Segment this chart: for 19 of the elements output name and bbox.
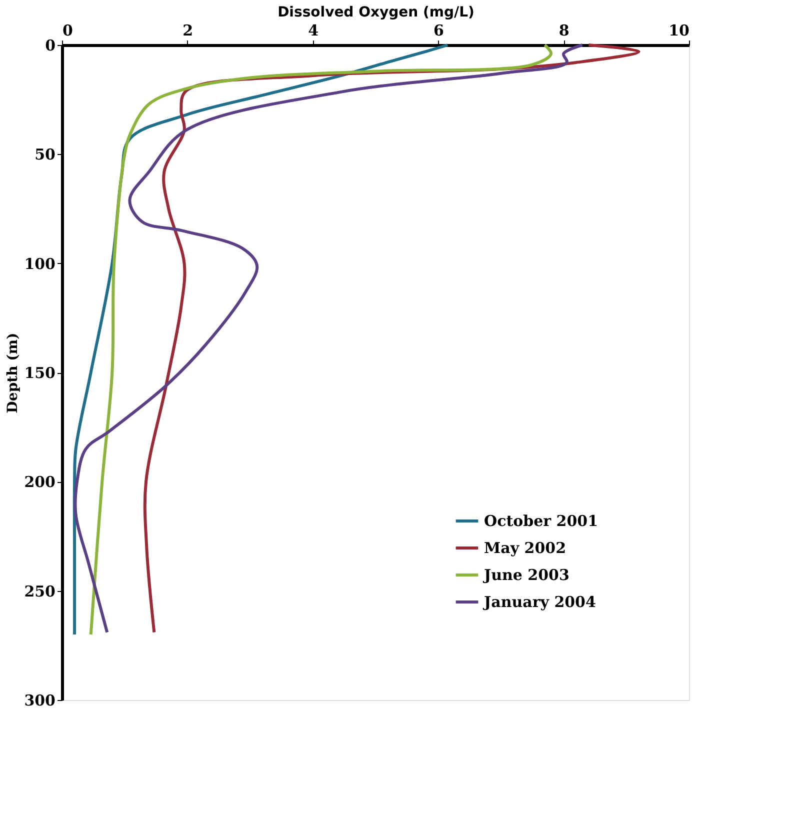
y-tick-label: 100 <box>24 254 56 273</box>
legend-label: June 2003 <box>482 566 570 584</box>
y-tick-label: 50 <box>34 146 56 164</box>
y-tick-label: 200 <box>24 473 56 492</box>
y-tick-label: 300 <box>24 692 56 710</box>
x-tick-label: 6 <box>433 22 444 40</box>
legend-label: January 2004 <box>482 593 596 611</box>
y-tick-label: 250 <box>24 582 56 600</box>
x-tick-label: 8 <box>558 22 570 40</box>
y-tick-label: 0 <box>45 36 56 54</box>
y-tick-label: 150 <box>24 364 56 382</box>
x-tick-label: 10 <box>668 22 690 40</box>
x-tick-label: 4 <box>308 22 319 40</box>
y-axis-title: Depth (m) <box>5 332 22 414</box>
x-axis-title: Dissolved Oxygen (mg/L) <box>278 4 474 20</box>
x-tick-label: 0 <box>62 22 73 40</box>
legend-label: May 2002 <box>484 539 566 557</box>
legend-label: October 2001 <box>484 512 598 530</box>
x-tick-label: 2 <box>182 22 194 40</box>
